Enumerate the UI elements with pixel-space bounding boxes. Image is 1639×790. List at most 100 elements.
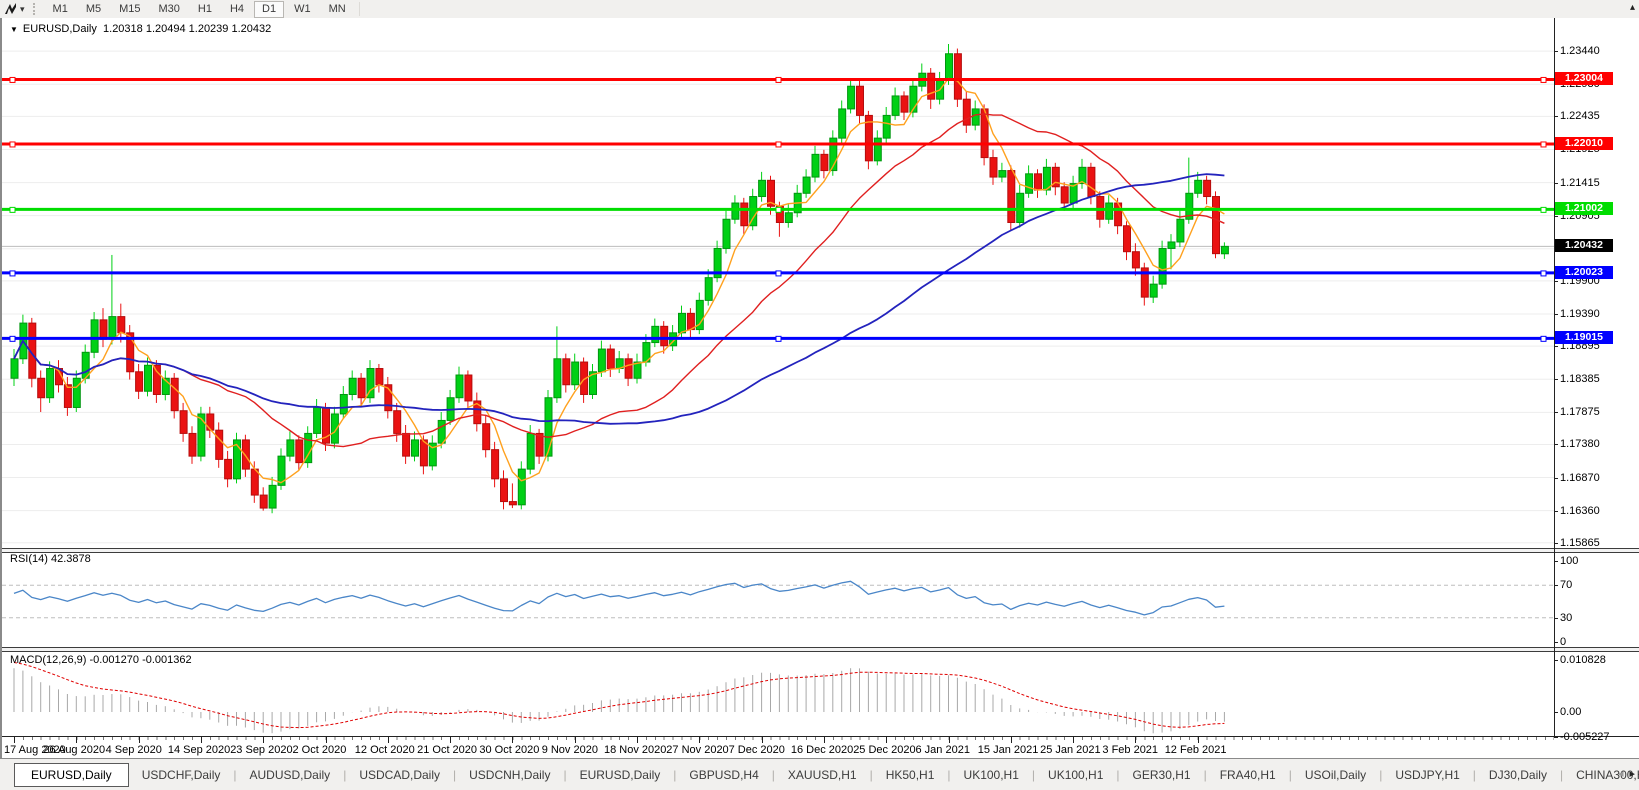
price-axis-label: 1.18385 bbox=[1560, 373, 1600, 386]
price-axis-tick bbox=[1554, 182, 1558, 184]
tab-separator: | bbox=[1559, 768, 1564, 782]
price-chart-plot[interactable] bbox=[2, 20, 1554, 547]
date-axis-tick bbox=[76, 737, 78, 743]
timeframe-button-m15[interactable]: M15 bbox=[119, 2, 141, 15]
tab-separator: | bbox=[453, 768, 457, 782]
tab-separator: | bbox=[233, 768, 237, 782]
level-marker bbox=[1540, 141, 1547, 148]
chart-tab-xauusd-h1[interactable]: XAUUSD,H1 bbox=[787, 768, 857, 782]
candle-body bbox=[1167, 241, 1176, 249]
timeframe-button-w1[interactable]: W1 bbox=[294, 2, 311, 15]
candle-body bbox=[99, 319, 108, 340]
date-axis-tick bbox=[823, 737, 825, 743]
candle-body bbox=[1176, 218, 1185, 243]
price-axis-tick bbox=[1554, 412, 1558, 414]
candle-body bbox=[624, 358, 633, 379]
candle-body bbox=[375, 368, 384, 386]
level-marker bbox=[9, 76, 16, 83]
date-axis-tick bbox=[1135, 737, 1137, 743]
price-axis-label: 1.16870 bbox=[1560, 471, 1600, 484]
chart-tab-uk100-h1[interactable]: UK100,H1 bbox=[963, 768, 1019, 782]
candle-body bbox=[1114, 202, 1123, 227]
candle-body bbox=[909, 85, 918, 113]
date-axis-label: 27 Nov 2020 bbox=[666, 744, 729, 756]
tab-scroll-arrows: ◂ ▸ bbox=[1618, 767, 1635, 780]
chart-title: ▼ EURUSD,Daily 1.20318 1.20494 1.20239 1.… bbox=[10, 23, 271, 35]
chart-tab-usdcnh-daily[interactable]: USDCNH,Daily bbox=[469, 768, 551, 782]
date-axis-label: 9 Nov 2020 bbox=[541, 744, 598, 756]
level-marker bbox=[1540, 76, 1547, 83]
candle-body bbox=[188, 432, 197, 457]
moving-average-line-55 bbox=[13, 173, 1225, 425]
timeframe-button-d1[interactable]: D1 bbox=[254, 0, 285, 18]
price-axis-tick bbox=[1554, 149, 1558, 151]
candle-body bbox=[1042, 166, 1051, 191]
toolbar-grip[interactable] bbox=[32, 3, 38, 15]
timeframe-button-h1[interactable]: H1 bbox=[197, 2, 212, 15]
candle-body bbox=[1087, 166, 1096, 198]
candle-body bbox=[233, 439, 241, 480]
candle-body bbox=[838, 108, 847, 139]
timeframe-button-h4[interactable]: H4 bbox=[229, 2, 245, 15]
date-axis-tick bbox=[325, 737, 327, 743]
axis-border-line bbox=[1554, 18, 1555, 758]
date-axis-label: 7 Dec 2020 bbox=[728, 744, 785, 756]
tab-scroll-right-icon[interactable]: ▸ bbox=[1629, 768, 1635, 780]
level-marker bbox=[1540, 206, 1547, 213]
timeframe-button-m5[interactable]: M5 bbox=[85, 2, 102, 15]
window-menu-triangle-icon[interactable]: ▼ bbox=[10, 25, 18, 34]
rsi-axis-label: 70 bbox=[1560, 579, 1573, 592]
chart-tab-usdchf-daily[interactable]: USDCHF,Daily bbox=[141, 768, 221, 782]
rsi-plot[interactable] bbox=[2, 550, 1554, 647]
tab-separator: | bbox=[869, 768, 873, 782]
chart-tab-ger30-h1[interactable]: GER30,H1 bbox=[1132, 768, 1191, 782]
panel-splitter[interactable] bbox=[2, 647, 1639, 652]
chevron-down-icon[interactable]: ▾ bbox=[20, 3, 25, 14]
chart-tab-hk50-h1[interactable]: HK50,H1 bbox=[885, 768, 935, 782]
chart-tab-uk100-h1[interactable]: UK100,H1 bbox=[1048, 768, 1104, 782]
chart-tab-audusd-daily[interactable]: AUDUSD,Daily bbox=[249, 768, 331, 782]
candle-body bbox=[179, 410, 188, 434]
date-axis-tick bbox=[574, 737, 576, 743]
chart-tab-usdcad-daily[interactable]: USDCAD,Daily bbox=[359, 768, 440, 782]
chart-tool-icon bbox=[5, 3, 16, 14]
timeframe-button-mn[interactable]: MN bbox=[328, 2, 346, 15]
chart-tab-fra40-h1[interactable]: FRA40,H1 bbox=[1219, 768, 1276, 782]
price-tag-current[interactable]: 1.20432 bbox=[1555, 239, 1613, 253]
chart-tab-eurusd-daily[interactable]: EURUSD,Daily bbox=[579, 768, 661, 782]
candle-body bbox=[1078, 166, 1087, 185]
date-axis-label: 12 Oct 2020 bbox=[354, 744, 415, 756]
candle-body bbox=[953, 53, 962, 100]
candle-body bbox=[241, 439, 250, 470]
chart-tab-china300-h1[interactable]: CHINA300,H1 bbox=[1576, 768, 1639, 782]
macd-plot[interactable] bbox=[2, 651, 1554, 735]
tab-scroll-left-icon[interactable]: ◂ bbox=[1617, 768, 1624, 780]
date-axis-label: 18 Nov 2020 bbox=[604, 744, 667, 756]
chart-tab-usdjpy-h1[interactable]: USDJPY,H1 bbox=[1395, 768, 1460, 782]
candle-body bbox=[357, 377, 366, 399]
level-marker bbox=[775, 206, 782, 213]
panel-splitter[interactable] bbox=[2, 548, 1639, 553]
price-tag-level[interactable]: 1.21002 bbox=[1555, 202, 1613, 216]
chart-tool-button[interactable]: ▾ bbox=[3, 2, 25, 16]
candle-body bbox=[215, 429, 224, 460]
chart-tab-usoil-daily[interactable]: USOil,Daily bbox=[1304, 768, 1367, 782]
chart-tab-eurusd-daily[interactable]: EURUSD,Daily bbox=[14, 763, 129, 787]
chart-tab-gbpusd-h4[interactable]: GBPUSD,H4 bbox=[689, 768, 759, 782]
price-tag-level[interactable]: 1.20023 bbox=[1555, 265, 1613, 279]
tab-separator: | bbox=[1288, 768, 1292, 782]
toolbar-overflow-icon[interactable]: ▴ bbox=[1629, 2, 1635, 13]
candle-body bbox=[731, 202, 740, 220]
chart-tab-dj30-daily[interactable]: DJ30,Daily bbox=[1488, 768, 1547, 782]
timeframe-toolbar: ▾ M1 M5 M15 M30 H1 H4 D1 W1 MN ▴ bbox=[0, 0, 1639, 19]
timeframe-button-m1[interactable]: M1 bbox=[52, 2, 68, 15]
price-tag-level[interactable]: 1.23004 bbox=[1555, 72, 1613, 86]
macd-axis-tick bbox=[1554, 712, 1558, 713]
candle-body bbox=[206, 413, 215, 431]
price-tag-level[interactable]: 1.19015 bbox=[1555, 331, 1613, 345]
tab-separator: | bbox=[1116, 768, 1120, 782]
price-axis-label: 1.23440 bbox=[1560, 45, 1600, 58]
price-axis-label: 1.19390 bbox=[1560, 308, 1600, 320]
timeframe-button-m30[interactable]: M30 bbox=[158, 2, 180, 15]
price-tag-level[interactable]: 1.22010 bbox=[1555, 136, 1613, 150]
